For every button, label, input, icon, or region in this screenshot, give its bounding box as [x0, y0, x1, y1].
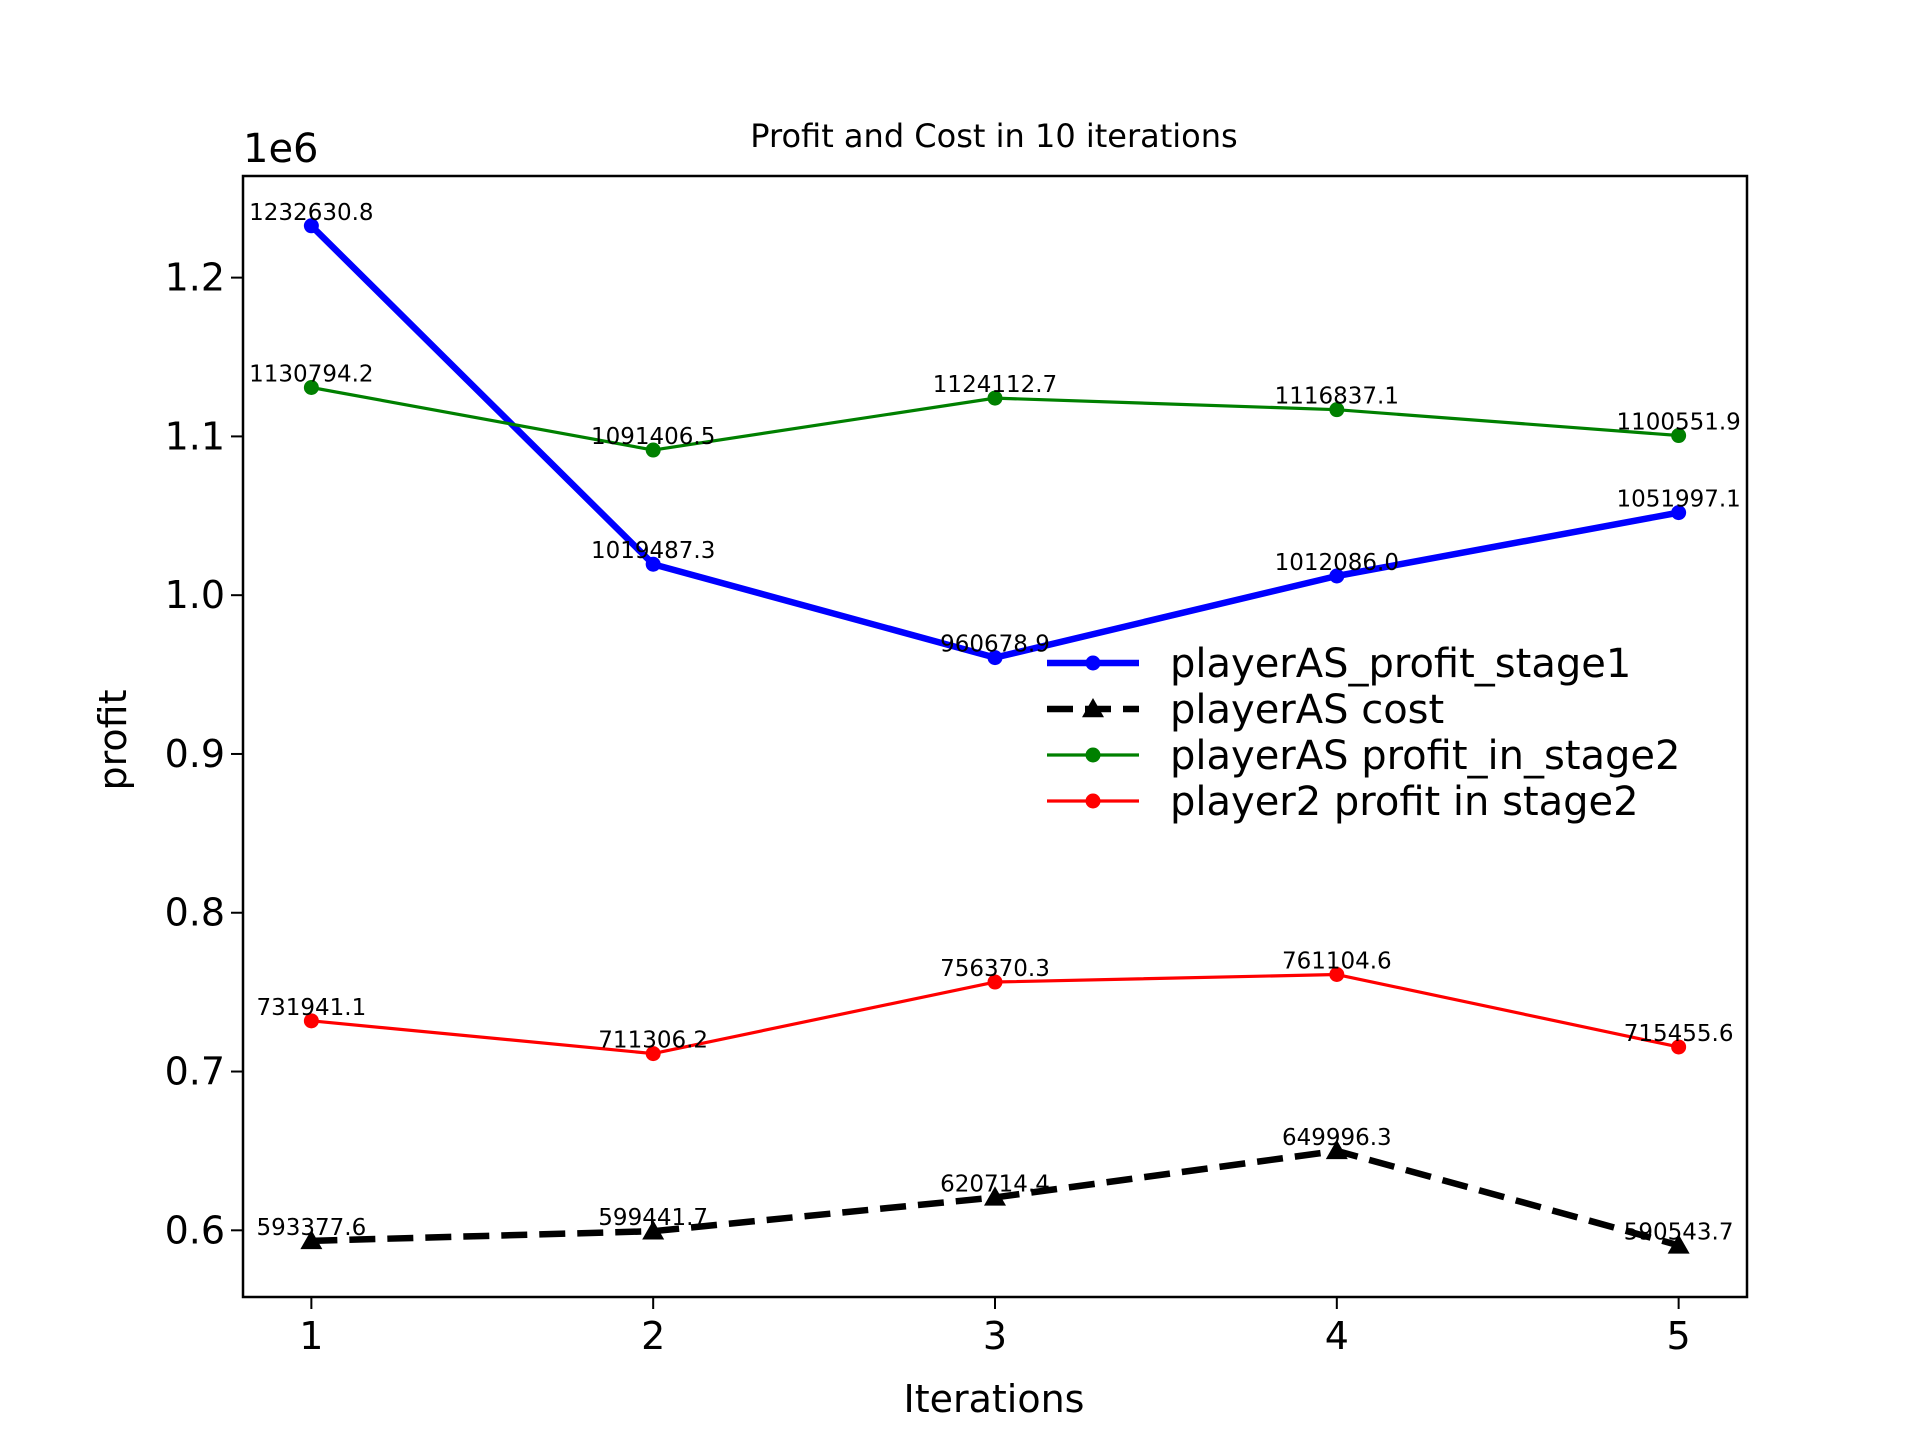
chart-title: Profit and Cost in 10 iterations	[750, 117, 1237, 155]
y-axis-label: profit	[91, 690, 135, 791]
legend-marker	[1082, 698, 1104, 718]
data-label: 1019487.3	[591, 538, 715, 564]
data-point	[1325, 1139, 1348, 1160]
data-point	[642, 1220, 665, 1240]
series-line	[309, 223, 1680, 661]
legend-marker	[1085, 793, 1101, 809]
data-label: 1051997.1	[1616, 487, 1740, 513]
data-label: 649996.3	[1282, 1125, 1392, 1151]
x-tick-label: 3	[983, 1314, 1007, 1358]
data-label: 1091406.5	[591, 424, 715, 450]
legend-marker	[1085, 655, 1101, 671]
data-label: 711306.2	[598, 1028, 708, 1054]
data-point	[987, 974, 1003, 990]
data-point	[645, 556, 661, 572]
legend-item-3: player2 profit in stage2	[1047, 779, 1639, 825]
y-tick-label: 0.7	[165, 1050, 225, 1094]
data-label: 731941.1	[256, 995, 366, 1021]
data-point	[1329, 967, 1345, 983]
x-tick-label: 4	[1325, 1314, 1349, 1358]
data-point	[300, 1229, 323, 1250]
y-tick-label: 0.9	[165, 732, 225, 776]
data-point	[645, 1046, 661, 1062]
legend-label: player2 profit in stage2	[1170, 779, 1639, 825]
x-tick-label: 2	[641, 1314, 665, 1358]
legend-item-1: playerAS cost	[1047, 687, 1444, 733]
data-point	[303, 218, 319, 234]
data-point	[1667, 1234, 1690, 1254]
x-tick-label: 5	[1667, 1314, 1691, 1358]
data-point	[1671, 1039, 1687, 1055]
data-point	[1329, 568, 1345, 584]
y-tick-label: 0.6	[165, 1208, 225, 1252]
legend-item-2: playerAS profit_in_stage2	[1047, 733, 1680, 779]
legend-label: playerAS cost	[1170, 687, 1444, 733]
data-label: 599441.7	[598, 1205, 708, 1231]
data-point	[1329, 402, 1345, 418]
y-tick-label: 1.1	[165, 414, 225, 458]
plot-area: 1 2 3 4 5 0.6 0.7 0.8 0.9 1.0 1.1 1.2 1232630.8 10194…	[165, 174, 1749, 1358]
data-label: 620714.4	[940, 1171, 1050, 1197]
series-0: 1232630.8 1019487.3 960678.9 1012086.0 10519…	[249, 200, 1741, 666]
data-point	[303, 380, 319, 396]
data-point	[645, 442, 661, 458]
y-tick-label: 1.2	[165, 256, 225, 300]
legend-label: playerAS profit_in_stage2	[1170, 733, 1680, 779]
y-tick-label: 0.8	[165, 891, 225, 935]
data-label: 756370.3	[940, 956, 1050, 982]
series-3: 731941.1 711306.2 756370.3 761104.6 715455.6	[256, 949, 1734, 1062]
data-label: 761104.6	[1282, 949, 1392, 975]
data-label: 1232630.8	[249, 200, 373, 226]
data-label: 1012086.0	[1275, 550, 1399, 576]
legend-label: playerAS_profit_stage1	[1170, 641, 1631, 687]
x-tick-label: 1	[299, 1314, 323, 1358]
data-label: 1124112.7	[933, 372, 1057, 398]
series-1: 593377.6 599441.7 620714.4 649996.3 590543.7	[256, 1125, 1734, 1254]
x-axis-label: Iterations	[904, 1377, 1085, 1421]
data-label: 1116837.1	[1275, 384, 1399, 410]
legend-marker	[1085, 747, 1101, 763]
data-label: 1100551.9	[1616, 410, 1740, 436]
data-label: 715455.6	[1624, 1021, 1734, 1047]
legend-item-0: playerAS_profit_stage1	[1047, 641, 1631, 687]
data-label: 590543.7	[1624, 1219, 1734, 1245]
data-point	[987, 390, 1003, 406]
data-point	[984, 1186, 1006, 1206]
y-offset-label: 1e6	[243, 126, 319, 172]
data-label: 1130794.2	[249, 362, 373, 388]
data-point	[1671, 505, 1687, 521]
y-tick-label: 1.0	[165, 573, 225, 617]
data-label: 960678.9	[940, 632, 1050, 658]
data-point	[987, 650, 1003, 666]
data-label: 593377.6	[256, 1215, 366, 1241]
data-point	[1671, 428, 1687, 444]
data-point	[303, 1013, 319, 1029]
series-2: 1130794.2 1091406.5 1124112.7 1116837.1 1100…	[249, 362, 1741, 458]
